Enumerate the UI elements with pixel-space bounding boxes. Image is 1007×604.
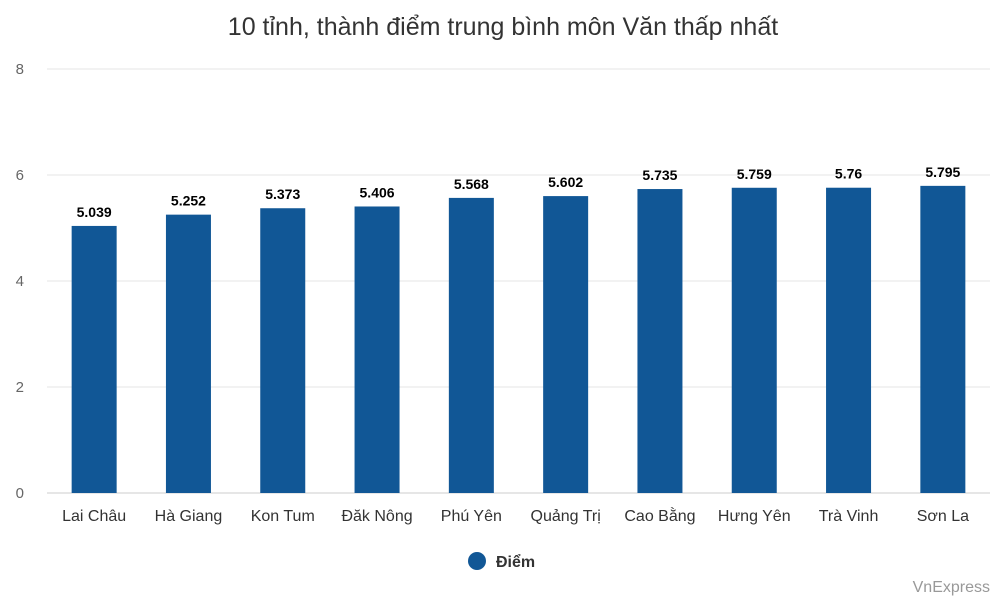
bar-value-label: 5.039: [77, 204, 112, 220]
data-labels: 5.039 5.252 5.373 5.406 5.568 5.602 5.735 5.759…: [77, 164, 961, 220]
legend-marker-icon: [468, 552, 486, 570]
y-tick-label: 0: [16, 485, 24, 502]
legend-label[interactable]: Điểm: [496, 553, 535, 571]
bar[interactable]: [165, 214, 211, 494]
x-axis-ticks: Lai Châu Hà Giang Kon Tum Đăk Nông Phú Yên Qu…: [62, 506, 969, 525]
bar[interactable]: [71, 225, 117, 494]
x-tick-label: Phú Yên: [441, 508, 502, 525]
y-tick-label: 8: [16, 61, 24, 78]
x-tick-label: Kon Tum: [251, 508, 315, 525]
x-tick-label: Trà Vinh: [819, 508, 879, 525]
bar[interactable]: [826, 187, 872, 493]
bar-value-label: 5.568: [454, 176, 489, 192]
y-tick-label: 4: [16, 273, 24, 290]
bar-value-label: 5.795: [925, 164, 960, 180]
source-credit: VnExpress: [913, 579, 990, 596]
x-tick-label: Hà Giang: [155, 508, 223, 525]
y-tick-label: 2: [16, 379, 24, 396]
bar[interactable]: [637, 189, 683, 494]
bar-value-label: 5.406: [360, 184, 395, 200]
bar-value-label: 5.735: [642, 167, 677, 183]
bar[interactable]: [354, 206, 400, 493]
y-axis-ticks: 0 2 4 6 8: [16, 61, 24, 502]
bar[interactable]: [543, 196, 589, 493]
x-tick-label: Quảng Trị: [531, 508, 601, 525]
bar[interactable]: [731, 187, 777, 493]
legend[interactable]: Điểm: [468, 552, 535, 571]
y-tick-label: 6: [16, 167, 24, 184]
chart-title: 10 tỉnh, thành điểm trung bình môn Văn t…: [228, 13, 778, 41]
bar-value-label: 5.252: [171, 193, 206, 209]
bar-value-label: 5.76: [835, 166, 862, 182]
x-tick-label: Lai Châu: [62, 508, 126, 525]
bar[interactable]: [260, 208, 306, 493]
bars: [71, 185, 966, 494]
bar-value-label: 5.373: [265, 186, 300, 202]
x-tick-label: Cao Bằng: [624, 506, 695, 525]
x-tick-label: Hưng Yên: [718, 508, 791, 525]
x-tick-label: Sơn La: [917, 508, 969, 525]
bar-value-label: 5.759: [737, 166, 772, 182]
bar-value-label: 5.602: [548, 174, 583, 190]
x-tick-label: Đăk Nông: [341, 508, 412, 525]
bar[interactable]: [448, 197, 494, 493]
bar[interactable]: [920, 185, 966, 494]
